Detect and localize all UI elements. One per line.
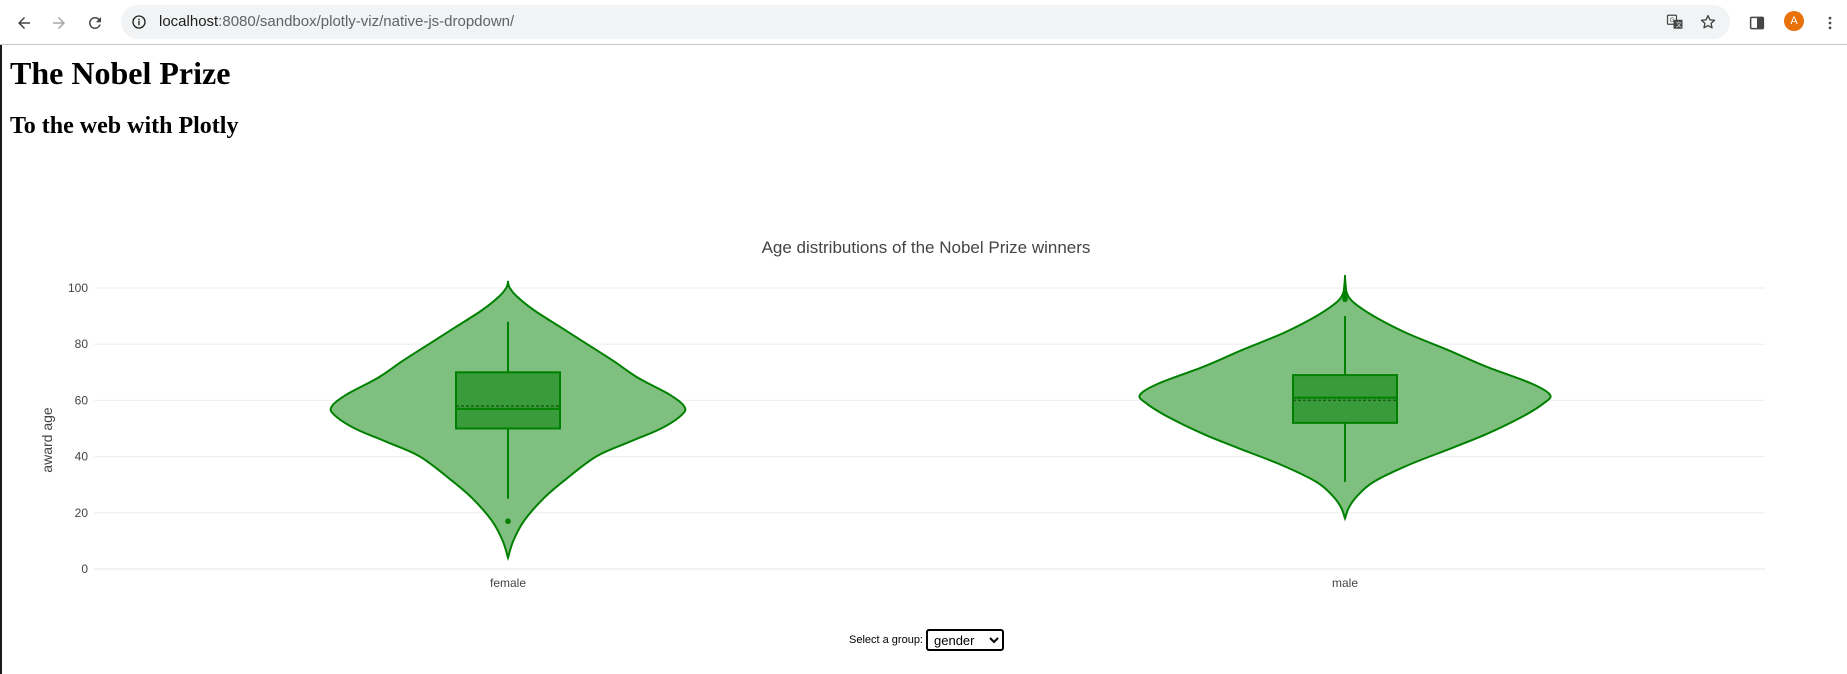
browser-toolbar: localhost:8080/sandbox/plotly-viz/native… (0, 0, 1847, 45)
gridlines (94, 287, 1765, 570)
page-title: The Nobel Prize (10, 55, 231, 91)
group-select-row: Select a group: gender (849, 629, 1004, 651)
forward-button[interactable] (46, 10, 72, 36)
url-text[interactable]: localhost:8080/sandbox/plotly-viz/native… (159, 13, 514, 31)
svg-text:G: G (1670, 17, 1675, 24)
star-icon (1700, 14, 1716, 29)
y-tick-label: 80 (75, 337, 89, 351)
y-tick-label: 100 (68, 281, 88, 295)
svg-text:文: 文 (1676, 21, 1682, 29)
violin-chart[interactable]: 0 20 40 60 80 100 female male Age distribution… (0, 182, 1847, 602)
back-button[interactable] (11, 10, 37, 36)
group-select[interactable]: gender (926, 629, 1004, 651)
violins (329, 274, 1552, 562)
url-host: localhost (159, 13, 219, 30)
page-content: The Nobel Prize To the web with Plotly 0… (0, 45, 1847, 674)
reload-button[interactable] (82, 10, 108, 36)
page-subtitle: To the web with Plotly (10, 113, 239, 139)
chart-title: Age distributions of the Nobel Prize win… (762, 238, 1091, 257)
y-tick-label: 20 (75, 506, 89, 520)
translate-icon: G 文 (1666, 14, 1683, 29)
y-axis-title: award age (39, 407, 55, 473)
x-axis-ticks: female male (490, 576, 1358, 590)
info-icon[interactable] (131, 14, 147, 30)
kebab-menu-icon (1828, 16, 1832, 30)
chart-svg: 0 20 40 60 80 100 female male Age distribution… (39, 238, 1765, 590)
profile-avatar[interactable]: A (1784, 11, 1804, 31)
y-tick-label: 60 (75, 393, 89, 407)
translate-button[interactable]: G 文 (1665, 12, 1685, 32)
reload-icon (89, 17, 101, 29)
iqr-box (455, 371, 561, 430)
address-bar[interactable]: localhost:8080/sandbox/plotly-viz/native… (121, 5, 1730, 39)
y-axis-ticks: 0 20 40 60 80 100 (68, 281, 88, 576)
url-path: :8080/sandbox/plotly-viz/native-js-dropd… (218, 13, 515, 30)
x-tick-label-female: female (490, 576, 526, 590)
side-panel-icon (1749, 16, 1765, 30)
violin-male[interactable] (1138, 274, 1552, 522)
x-tick-label-male: male (1332, 576, 1358, 590)
arrow-right-icon (53, 17, 65, 29)
browser-menu-button[interactable] (1817, 10, 1843, 36)
side-panel-button[interactable] (1744, 10, 1770, 36)
group-select-label: Select a group: (849, 634, 923, 646)
outlier-point[interactable] (505, 518, 511, 525)
violin-female[interactable] (329, 280, 687, 562)
y-tick-label: 0 (81, 562, 88, 576)
arrow-left-icon (18, 17, 30, 29)
iqr-box (1292, 374, 1398, 424)
y-tick-label: 40 (75, 450, 89, 464)
page-left-border (0, 45, 2, 674)
outlier-point[interactable] (1342, 290, 1348, 297)
bookmark-button[interactable] (1698, 12, 1718, 32)
